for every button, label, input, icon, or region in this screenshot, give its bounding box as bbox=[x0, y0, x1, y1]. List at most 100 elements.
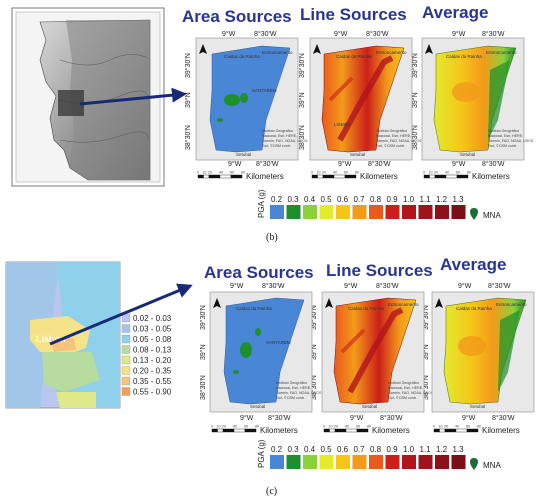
lat-label: 39°30'N bbox=[199, 305, 207, 330]
pga-value: 0.2 bbox=[271, 195, 283, 204]
overview-map-grey bbox=[11, 7, 165, 187]
lon-label-top: 9°W bbox=[334, 30, 348, 38]
scale-tick: 80 bbox=[355, 171, 359, 175]
lat-label: 39°N bbox=[411, 92, 419, 108]
attribution-line: Garmin, FAO, NOAA, USGS, bbox=[376, 139, 422, 143]
hazard-range: 0.35 - 0.55 bbox=[133, 377, 172, 386]
place-entroncamento: Entroncamento bbox=[376, 50, 407, 55]
pga-value: 1.2 bbox=[436, 445, 448, 454]
attribution-line: Esri, ©OSM contr. bbox=[388, 396, 417, 400]
pga-value: 0.6 bbox=[337, 445, 349, 454]
scale-tick: 10 bbox=[429, 171, 433, 175]
north-arrow bbox=[313, 44, 321, 54]
hazard-range: 0.55 - 0.90 bbox=[133, 388, 172, 397]
scale-segment bbox=[455, 428, 468, 433]
title-line-c: Line Sources bbox=[326, 261, 433, 280]
attribution-line: Instituto Geográfico bbox=[262, 129, 293, 133]
attribution-line: Nacional, Esri, HERE, bbox=[262, 134, 297, 138]
scale-segment bbox=[219, 174, 232, 179]
lon-label-bottom: 8°30'W bbox=[482, 160, 505, 168]
scale-segment bbox=[344, 174, 357, 179]
place-caldas: Caldas da Rainha bbox=[446, 54, 482, 59]
north-arrow bbox=[213, 298, 221, 308]
mna-marker-icon bbox=[470, 208, 478, 220]
pga-swatch bbox=[336, 455, 350, 469]
lon-label-top: 8°30'W bbox=[366, 30, 389, 38]
place-caldas: Caldas da Rainha bbox=[348, 306, 384, 311]
pga-value: 0.7 bbox=[354, 445, 366, 454]
scale-tick: 80 bbox=[255, 425, 259, 429]
map-line-sources-b bbox=[309, 37, 413, 161]
scale-tick: 40 bbox=[233, 425, 237, 429]
scale-tick: 60 bbox=[344, 171, 348, 175]
hazard-swatch bbox=[121, 334, 131, 344]
hazard-range: 0.02 - 0.03 bbox=[133, 314, 172, 323]
map-area-sources-c bbox=[209, 291, 313, 413]
scale-tick: 60 bbox=[244, 425, 248, 429]
lon-label-bottom: 9°W bbox=[228, 160, 242, 168]
hazard-swatch bbox=[121, 355, 131, 365]
title-area-c: Area Sources bbox=[204, 263, 314, 282]
pga-swatch bbox=[402, 205, 416, 219]
lon-label-bottom: 9°W bbox=[240, 414, 254, 422]
scale-tick: 10 bbox=[317, 171, 321, 175]
pga-value: 0.7 bbox=[354, 195, 366, 204]
scale-bar-c: 0 10 20 40 60 80 Kilometers bbox=[323, 425, 410, 436]
map-line-sources-c bbox=[321, 291, 425, 413]
scale-tick: 20 bbox=[222, 425, 226, 429]
scale-segment bbox=[222, 428, 235, 433]
scale-segment bbox=[434, 174, 447, 179]
attribution-line: Nacional, Esri, HERE, bbox=[376, 134, 411, 138]
scale-tick: 60 bbox=[230, 171, 234, 175]
lon-label-top: 8°30'W bbox=[254, 30, 277, 38]
scale-tick: 80 bbox=[477, 425, 481, 429]
attribution-line: Nacional, Esri, HERE, bbox=[388, 386, 423, 390]
pga-swatch bbox=[303, 455, 317, 469]
lat-label: 38°30'N bbox=[298, 125, 306, 150]
scale-unit: Kilometers bbox=[472, 172, 510, 181]
pga-value: 0.4 bbox=[304, 445, 316, 454]
pga-value: 0.2 bbox=[271, 445, 283, 454]
scale-segment bbox=[429, 174, 436, 179]
scale-segment bbox=[333, 174, 346, 179]
scale-bar-b: 0 10 20 40 60 80 Kilometers bbox=[423, 171, 510, 182]
pga-swatch bbox=[336, 205, 350, 219]
lat-label: 39°N bbox=[184, 92, 192, 108]
scale-tick: 40 bbox=[219, 171, 223, 175]
pga-value: 0.9 bbox=[387, 195, 399, 204]
lat-label: 38°30'N bbox=[310, 375, 318, 400]
map-average-c bbox=[431, 291, 535, 413]
hazard-swatch bbox=[121, 345, 131, 354]
scale-segment bbox=[444, 428, 457, 433]
scale-segment bbox=[208, 174, 221, 179]
title-area-b: Area Sources bbox=[182, 7, 292, 26]
lon-label-top: 8°30'W bbox=[376, 282, 399, 290]
lon-label-top: 8°30'W bbox=[488, 282, 511, 290]
lon-label-bottom: 9°W bbox=[462, 414, 476, 422]
lat-label: 39°30'N bbox=[422, 305, 430, 330]
north-arrow bbox=[199, 44, 207, 54]
map-average-b bbox=[421, 37, 525, 161]
pga-value: 1.1 bbox=[420, 445, 432, 454]
scale-segment bbox=[456, 174, 469, 179]
mna-label: MNA bbox=[483, 211, 501, 220]
scale-tick: 60 bbox=[466, 425, 470, 429]
lat-label: 38°30'N bbox=[422, 375, 430, 400]
pga-swatch bbox=[435, 455, 449, 469]
pga-value: 1.2 bbox=[436, 195, 448, 204]
scale-tick: 0 bbox=[197, 171, 199, 175]
lat-label: 39°N bbox=[422, 344, 430, 360]
attribution-line: Instituto Geográfico bbox=[388, 381, 419, 385]
attribution-line: Instituto Geográfico bbox=[376, 129, 407, 133]
scale-segment bbox=[244, 428, 257, 433]
pga-swatch bbox=[402, 455, 416, 469]
hazard-range: 0.08 - 0.13 bbox=[133, 346, 172, 355]
pga-swatch bbox=[385, 455, 400, 469]
scale-tick: 60 bbox=[356, 425, 360, 429]
place-santarem: SANTAREM bbox=[266, 340, 291, 345]
pga-value: 0.8 bbox=[370, 445, 382, 454]
hazard-swatch bbox=[121, 366, 131, 375]
attribution-line: Esri, ©OSM contr. bbox=[488, 144, 517, 148]
scale-segment bbox=[356, 428, 369, 433]
pga-swatch bbox=[303, 205, 317, 219]
